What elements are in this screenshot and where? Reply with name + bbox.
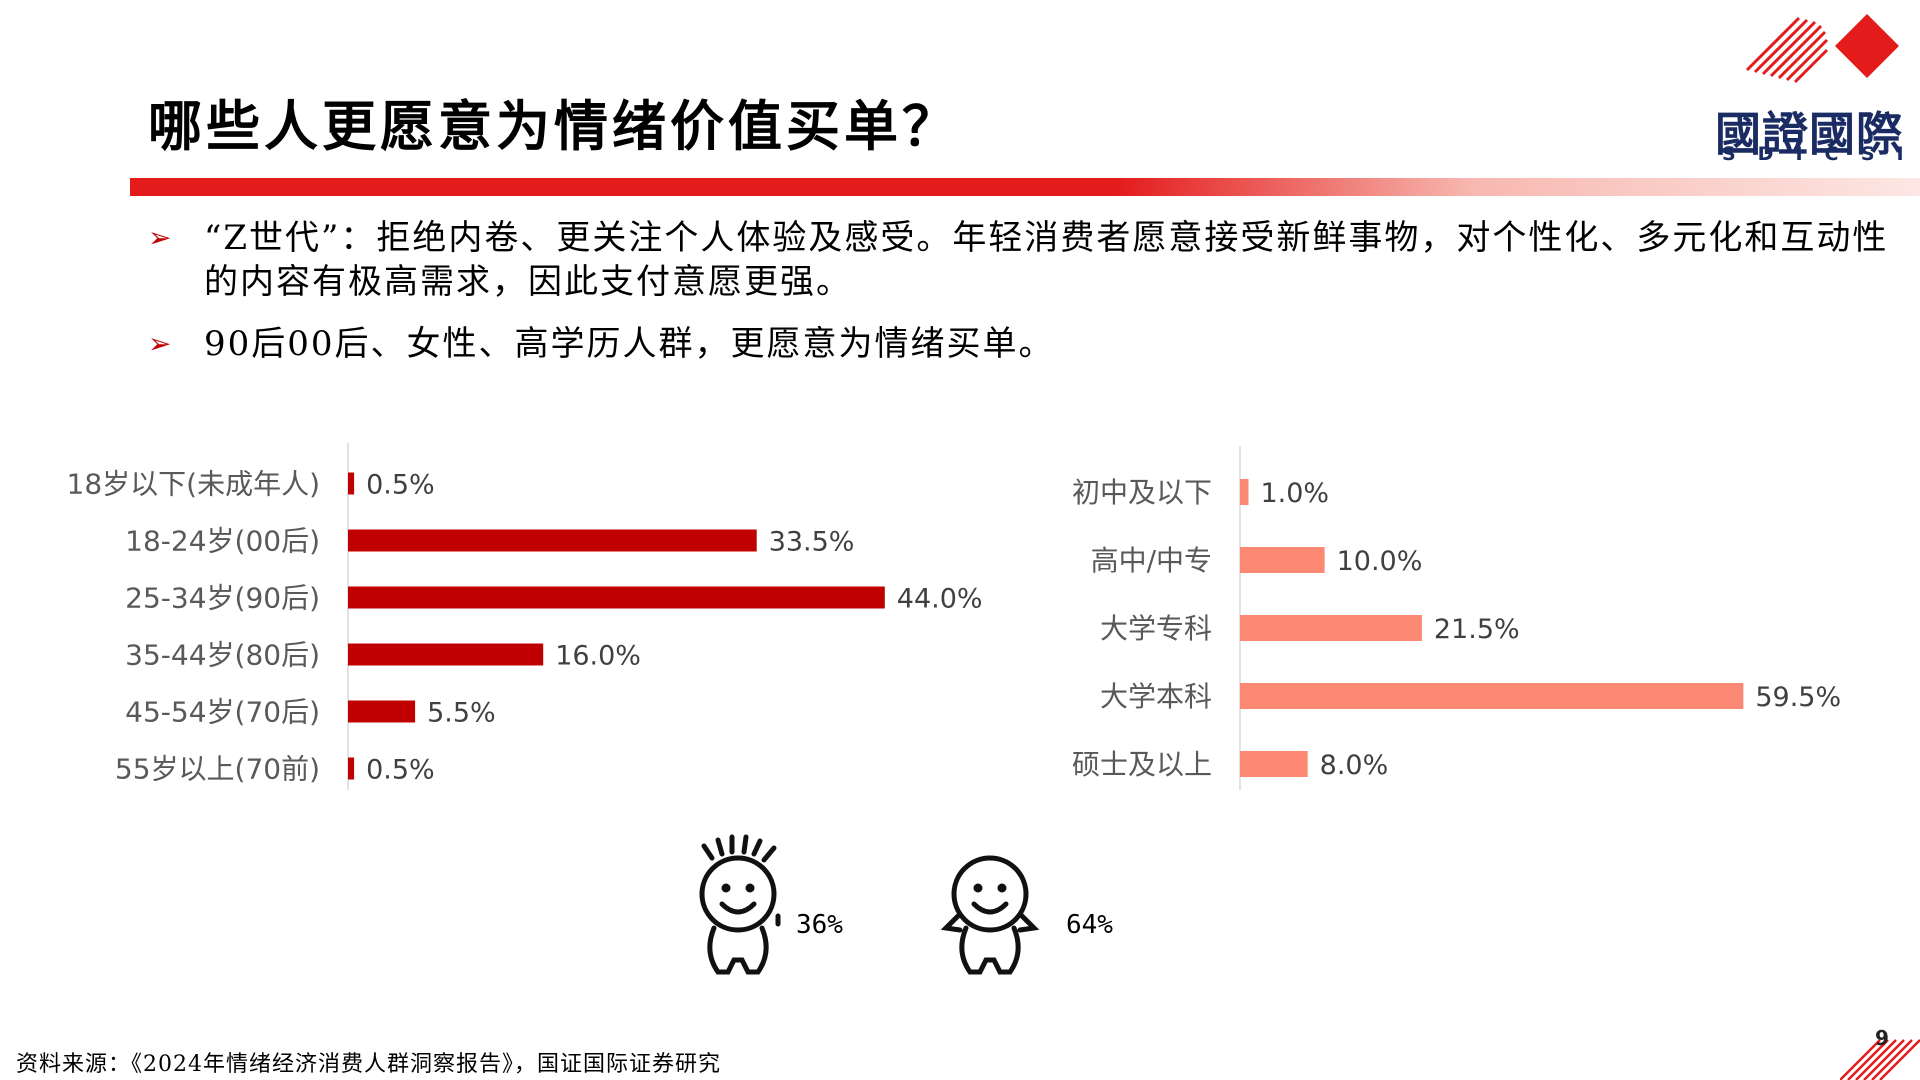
bar [348,700,416,723]
bar [348,472,355,495]
bar [1240,683,1744,709]
category-label: 18岁以下(未成年人) [67,468,320,501]
source-note: 资料来源：《2024年情绪经济消费人群洞察报告》，国证国际证券研究 [16,1052,721,1077]
value-label: 8.0% [1320,750,1389,781]
bar [348,757,355,780]
page-number: 9 [1875,1026,1889,1050]
logo-text: 國證國際 [1715,107,1903,161]
bar [348,643,544,666]
value-label: 5.5% [427,698,496,729]
arrow-bullet-icon: ➢ [148,221,174,254]
value-label: 1.0% [1260,478,1329,509]
category-label: 35-44岁(80后) [125,639,320,672]
bar [1240,547,1325,573]
category-label: 55岁以上(70前) [115,753,320,786]
value-label: 21.5% [1434,614,1520,645]
page-title: 哪些人更愿意为情绪价值买单？ [148,94,960,158]
value-label: 10.0% [1337,546,1423,577]
bar [1240,751,1308,777]
category-label: 大学专科 [1100,612,1212,645]
company-logo [1745,14,1899,84]
value-label: 0.5% [366,755,435,786]
bar [1240,479,1249,505]
category-label: 初中及以下 [1072,476,1212,509]
value-label: 59.5% [1755,682,1841,713]
category-label: 高中/中专 [1091,544,1212,577]
bar [1240,615,1422,641]
title-underline-bar [130,178,1920,196]
gender-split [699,834,1040,975]
bullet-1-text: “Z世代”：拒绝内卷、更关注个人体验及感受。年轻消费者愿意接受新鲜事物，对个性化… [204,218,1889,302]
value-label: 16.0% [555,641,641,672]
age-bar-chart: 18岁以下(未成年人) 0.5% 18-24岁(00后) 33.5% 25-34岁(90… [67,443,983,790]
value-label: 33.5% [769,527,855,558]
category-label: 硕士及以上 [1072,748,1212,781]
value-label: 44.0% [897,584,983,615]
bar [348,586,885,609]
category-label: 18-24岁(00后) [125,525,320,558]
category-label: 大学本科 [1100,680,1212,713]
bullet-2-text: 90后00后、女性、高学历人群，更愿意为情绪买单。 [204,324,1055,364]
value-label: 0.5% [366,470,435,501]
arrow-bullet-icon: ➢ [148,327,174,360]
category-label: 25-34岁(90后) [125,582,320,615]
category-label: 45-54岁(70后) [125,696,320,729]
female-percentage: 64% [1066,910,1113,940]
education-bar-chart: 初中及以下 1.0% 高中/中专 10.0% 大学专科 21.5% 大学本科 59.5% 硕士及… [1072,446,1841,790]
page-number-badge [1840,1039,1920,1080]
girl-icon [940,855,1040,975]
logo-subtext: SDICSI [1722,143,1920,165]
male-percentage: 36% [796,910,843,940]
bar [348,529,757,552]
boy-icon [699,834,781,975]
